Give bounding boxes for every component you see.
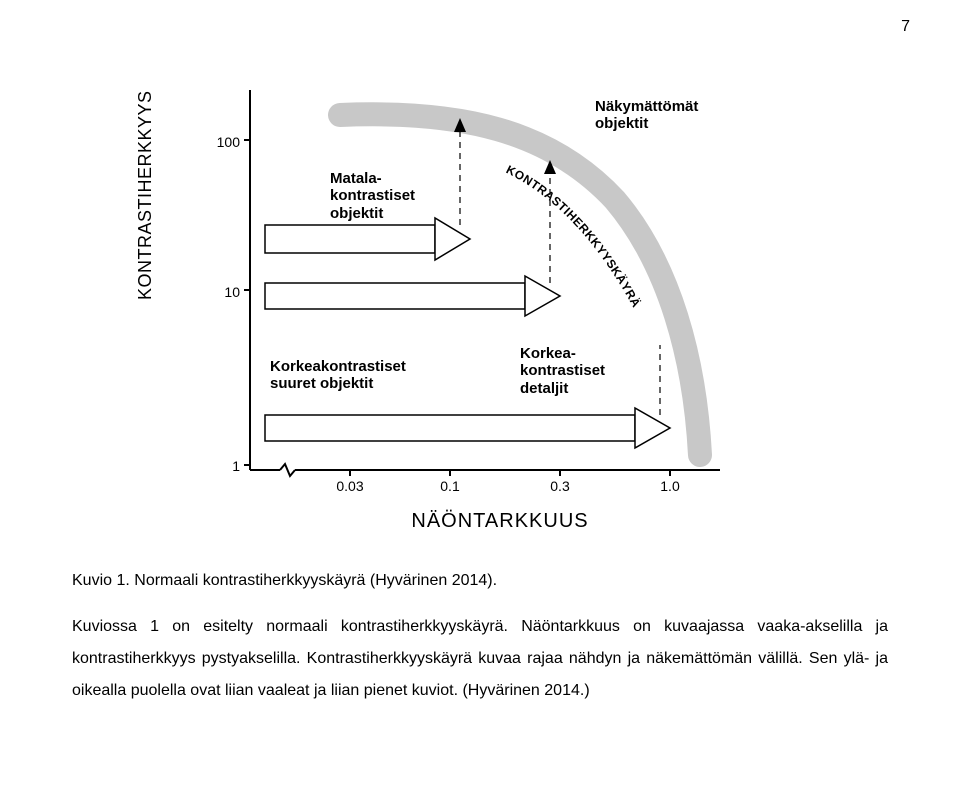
arrow-low-contrast	[265, 218, 470, 260]
arrow-mid	[265, 276, 560, 316]
figure-caption: Kuvio 1. Normaali kontrastiherkkyyskäyrä…	[72, 565, 888, 597]
contrast-sensitivity-chart: KONTRASTIHERKKYYS 1 10 100 0.03 0.1 0.3 …	[200, 60, 800, 540]
chart-svg: KONTRASTIHERKKYYSKÄYRÄ	[200, 60, 800, 540]
arrow-bottom	[265, 408, 670, 448]
page-root: 7 KONTRASTIHERKKYYS 1 10 100 0.03 0.1 0.…	[0, 0, 960, 800]
figure-description: Kuviossa 1 on esitelty normaali kontrast…	[72, 611, 888, 707]
caption-block: Kuvio 1. Normaali kontrastiherkkyyskäyrä…	[72, 565, 888, 707]
y-axis-title: KONTRASTIHERKKYYS	[135, 90, 156, 300]
page-number: 7	[901, 18, 910, 36]
